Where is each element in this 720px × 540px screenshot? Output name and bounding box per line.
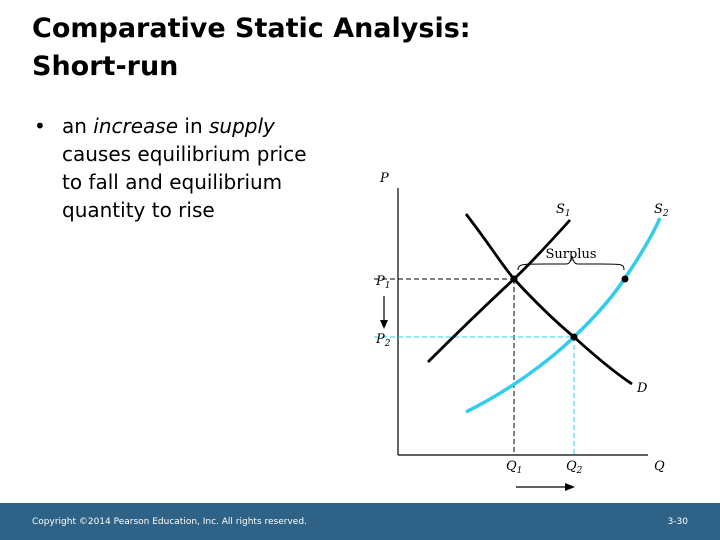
- bullet-item: • an increase in supply causes equilibri…: [32, 112, 332, 224]
- surplus-endpoint: [621, 275, 629, 283]
- slide-title: Comparative Static Analysis: Short-run: [32, 10, 672, 86]
- curve-label-s1: S1: [556, 202, 571, 219]
- equilibrium-point-2: [570, 333, 578, 341]
- curve-label-s2: S2: [654, 202, 669, 219]
- down-arrow-icon: [380, 320, 388, 329]
- bullet-text-2: in: [178, 114, 209, 138]
- bullet-list: • an increase in supply causes equilibri…: [32, 112, 332, 224]
- bullet-emphasis-increase: increase: [93, 114, 179, 138]
- equilibrium-point-1: [510, 275, 518, 283]
- slide-title-line-2: Short-run: [32, 51, 179, 82]
- bullet-text-3: causes equilibrium price to fall and equ…: [62, 142, 307, 222]
- bullet-emphasis-supply: supply: [209, 114, 275, 138]
- footer-bar: Copyright ©2014 Pearson Education, Inc. …: [0, 503, 720, 540]
- demand-curve-d: [464, 213, 633, 386]
- right-arrow-icon: [565, 483, 575, 491]
- supply-curve-s1: [427, 219, 572, 363]
- copyright-text: Copyright ©2014 Pearson Education, Inc. …: [32, 517, 307, 527]
- surplus-brace: [517, 255, 625, 271]
- quantity-label-q1: Q1: [506, 459, 522, 476]
- price-label-p2: P2: [375, 332, 391, 349]
- supply-curve-s2: [465, 217, 662, 414]
- bullet-dot-icon: •: [34, 114, 46, 138]
- y-axis-label: P: [379, 171, 389, 186]
- surplus-label: Surplus: [545, 247, 596, 262]
- quantity-label-q2: Q2: [566, 459, 583, 476]
- price-label-p1: P1: [375, 274, 390, 291]
- bullet-text-1: an: [62, 114, 94, 138]
- x-axis-label: Q: [654, 459, 665, 474]
- slide-title-line-1: Comparative Static Analysis:: [32, 13, 471, 44]
- curve-label-d: D: [636, 381, 648, 396]
- page-number: 3-30: [667, 517, 688, 527]
